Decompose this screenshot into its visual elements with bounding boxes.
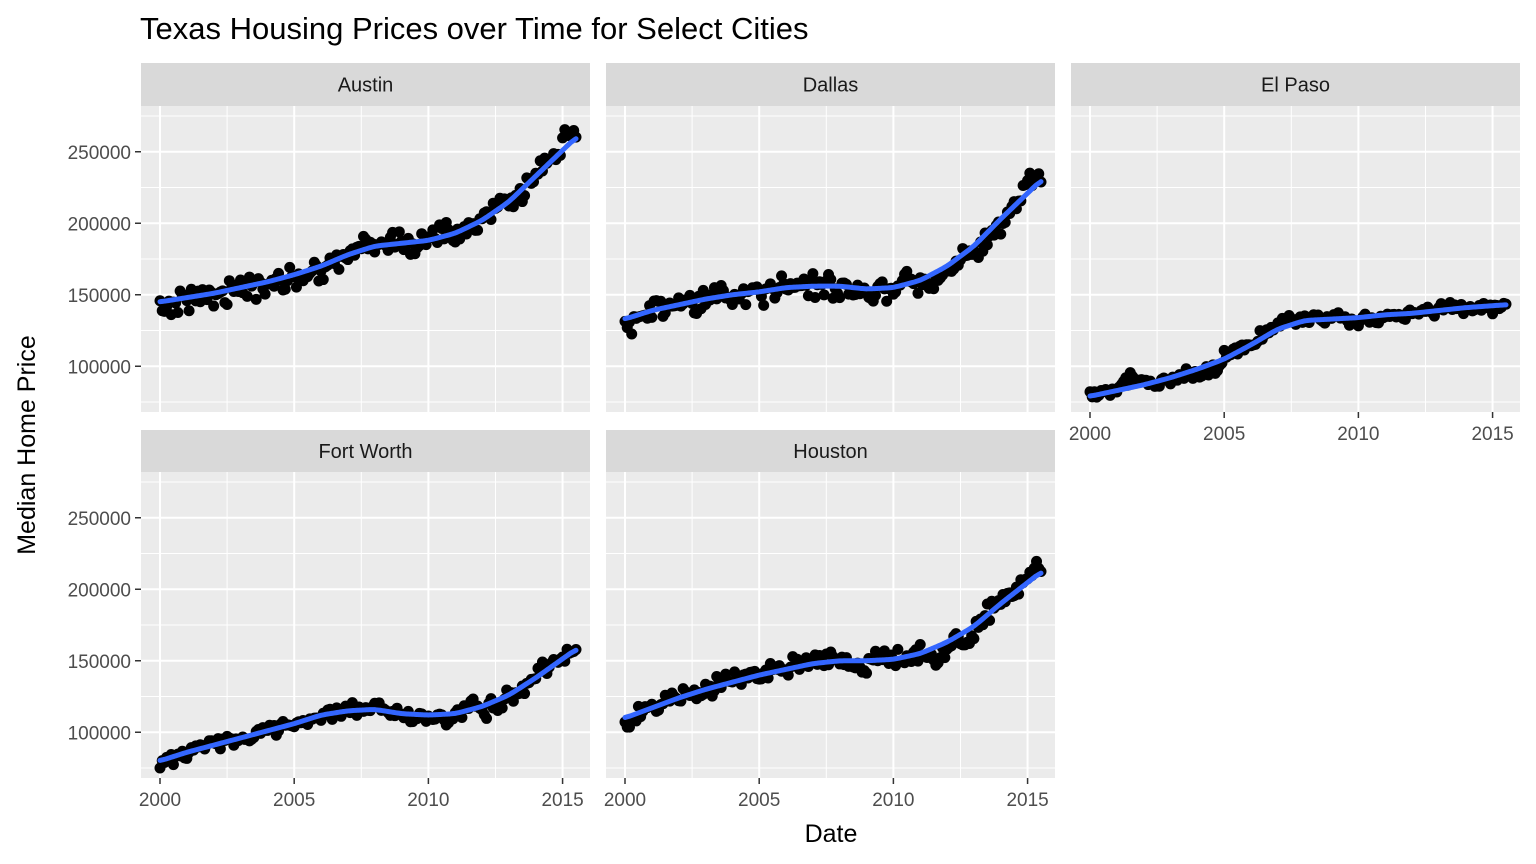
x-tick-label: 2005 bbox=[1203, 424, 1245, 445]
facet-strip bbox=[606, 430, 1055, 472]
facet-strip bbox=[1071, 63, 1520, 106]
facet-panels: Austin 100000 150000 200000 250000 Dallas El P… bbox=[68, 63, 1520, 811]
y-tick-label: 200000 bbox=[68, 214, 131, 235]
data-point bbox=[968, 633, 980, 645]
x-tick-label: 2000 bbox=[604, 790, 646, 811]
facet-strip bbox=[141, 430, 590, 472]
data-point bbox=[869, 289, 881, 301]
data-point bbox=[825, 273, 837, 285]
data-point bbox=[995, 228, 1007, 240]
data-point bbox=[250, 293, 262, 305]
facet-fort-worth: Fort Worth 2000 2005 2010 2015 100000 150000 20… bbox=[68, 430, 590, 811]
panel-plot-area bbox=[606, 106, 1055, 412]
facet-strip bbox=[141, 63, 590, 106]
data-point bbox=[167, 759, 179, 771]
data-point bbox=[914, 638, 926, 650]
data-point bbox=[333, 263, 345, 275]
x-tick-label: 2000 bbox=[139, 790, 181, 811]
data-point bbox=[241, 290, 253, 302]
x-tick-label: 2015 bbox=[541, 790, 583, 811]
chart-title: Texas Housing Prices over Time for Selec… bbox=[140, 11, 808, 46]
facet-strip-label: El Paso bbox=[1261, 75, 1330, 97]
smooth-trend-line bbox=[1087, 302, 1509, 399]
data-point bbox=[472, 224, 484, 236]
y-tick-label: 250000 bbox=[68, 509, 131, 530]
data-point bbox=[183, 305, 195, 317]
facet-strip-label: Dallas bbox=[803, 75, 859, 97]
x-axis-title: Date bbox=[805, 820, 858, 848]
x-tick-label: 2010 bbox=[1337, 424, 1379, 445]
data-point bbox=[284, 261, 296, 273]
data-point bbox=[519, 688, 531, 700]
data-point bbox=[928, 283, 940, 295]
x-tick-label: 2010 bbox=[407, 790, 449, 811]
smooth-trend-line bbox=[622, 179, 1044, 322]
smooth-trend-line bbox=[622, 570, 1044, 720]
data-point bbox=[259, 288, 271, 300]
data-point bbox=[740, 299, 752, 311]
data-point bbox=[818, 289, 830, 301]
data-point bbox=[861, 667, 873, 679]
facet-strip-label: Houston bbox=[793, 441, 868, 463]
x-tick-label: 2015 bbox=[1471, 424, 1513, 445]
facet-strip-label: Fort Worth bbox=[318, 441, 412, 463]
panel-plot-area bbox=[606, 472, 1055, 778]
data-point bbox=[496, 702, 508, 714]
smooth-trend-line bbox=[157, 647, 579, 763]
data-point bbox=[807, 268, 819, 280]
data-point bbox=[626, 328, 638, 340]
data-point bbox=[646, 311, 658, 323]
facet-houston: Houston 2000 2005 2010 2015 bbox=[604, 430, 1055, 811]
facet-austin: Austin 100000 150000 200000 250000 bbox=[68, 63, 590, 412]
data-point bbox=[519, 190, 531, 202]
panel-plot-area bbox=[141, 472, 590, 778]
panel-plot-area bbox=[141, 106, 590, 412]
y-tick-label: 200000 bbox=[68, 580, 131, 601]
smooth-trend-line bbox=[157, 136, 579, 305]
data-point bbox=[481, 712, 493, 724]
data-point bbox=[279, 283, 291, 295]
data-point bbox=[939, 652, 951, 664]
x-tick-label: 2015 bbox=[1006, 790, 1048, 811]
panel-plot-area bbox=[1071, 106, 1520, 412]
x-tick-label: 2000 bbox=[1069, 424, 1111, 445]
data-point bbox=[317, 274, 329, 286]
x-tick-label: 2005 bbox=[273, 790, 315, 811]
data-point bbox=[393, 226, 405, 238]
y-tick-label: 100000 bbox=[68, 723, 131, 744]
facet-strip-label: Austin bbox=[338, 75, 394, 97]
y-tick-label: 150000 bbox=[68, 286, 131, 307]
data-point bbox=[892, 643, 904, 655]
data-point bbox=[912, 287, 924, 299]
data-point bbox=[981, 239, 993, 251]
y-tick-label: 250000 bbox=[68, 143, 131, 164]
y-axis-title: Median Home Price bbox=[13, 335, 41, 555]
x-tick-label: 2010 bbox=[872, 790, 914, 811]
facet-strip bbox=[606, 63, 1055, 106]
y-tick-label: 100000 bbox=[68, 357, 131, 378]
y-tick-label: 150000 bbox=[68, 652, 131, 673]
data-point bbox=[221, 299, 233, 311]
data-point bbox=[809, 291, 821, 303]
facet-el-paso: El Paso 2000 2005 2010 2015 bbox=[1069, 63, 1520, 445]
facet-dallas: Dallas bbox=[606, 63, 1055, 412]
data-point bbox=[1033, 168, 1045, 180]
data-point bbox=[172, 306, 184, 318]
data-point bbox=[758, 299, 770, 311]
x-tick-label: 2005 bbox=[738, 790, 780, 811]
data-point bbox=[208, 300, 220, 312]
data-point bbox=[834, 292, 846, 304]
data-point bbox=[881, 295, 893, 307]
